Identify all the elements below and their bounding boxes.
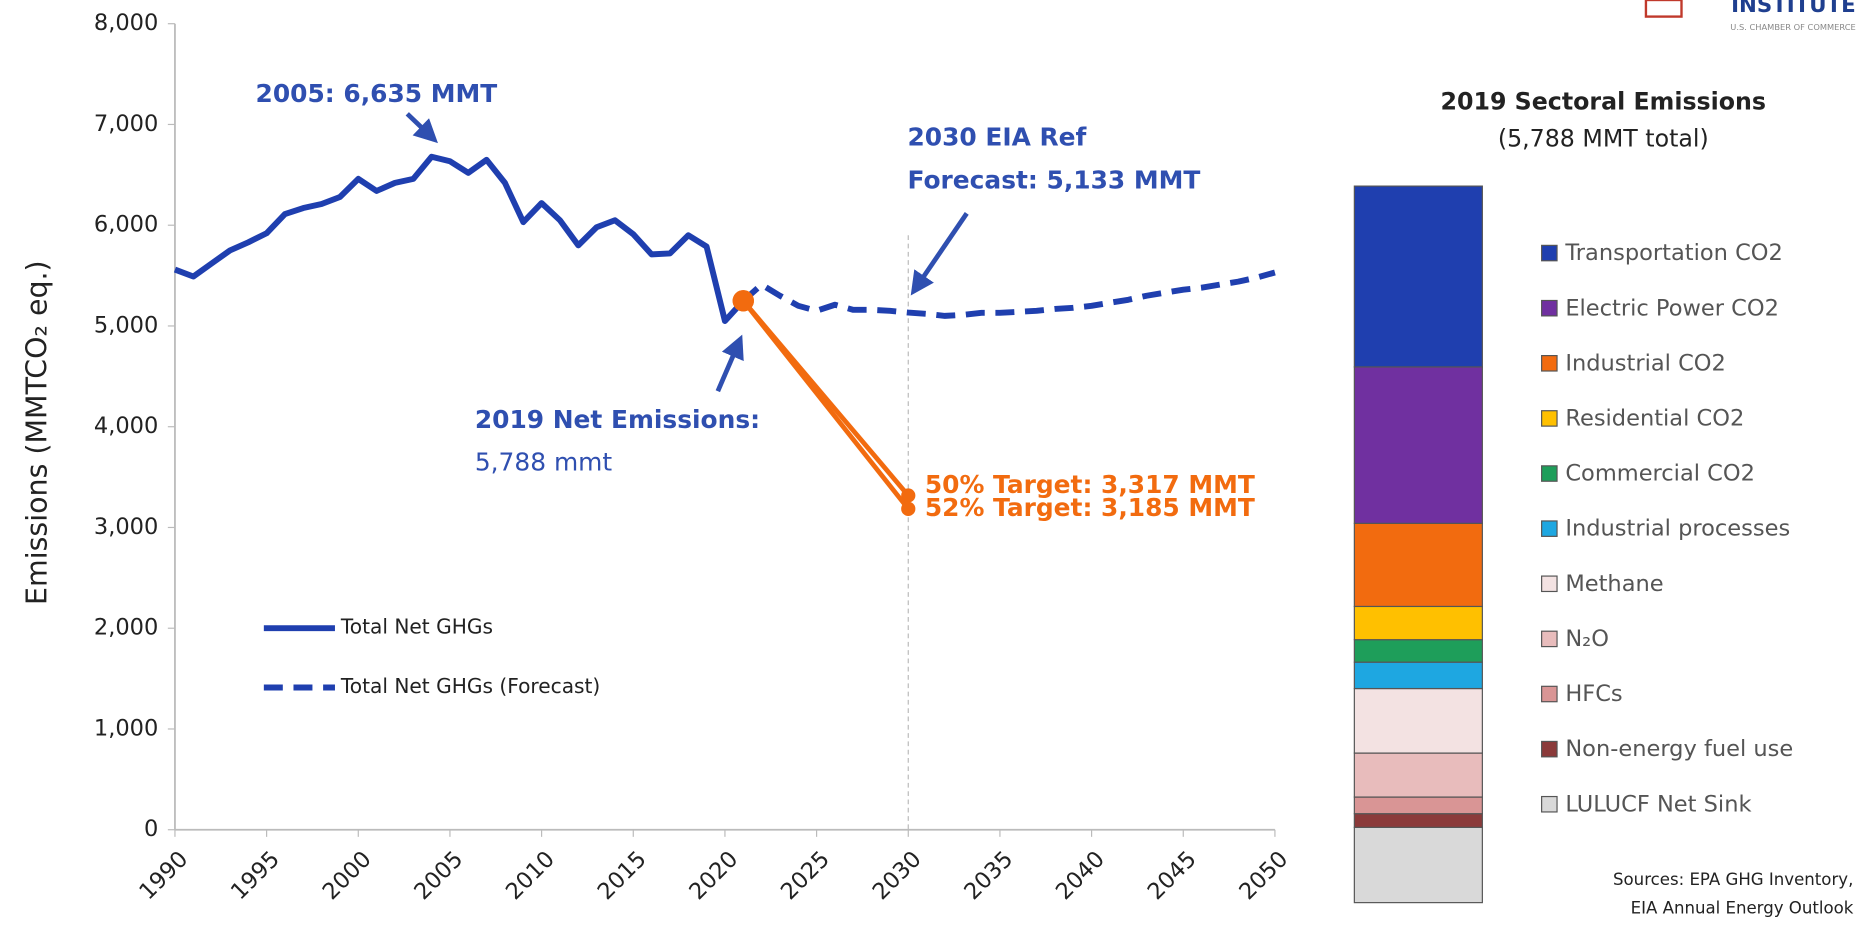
annotation: 5,788 mmt [475, 447, 613, 476]
x-tick-label: 2030 [868, 846, 927, 905]
target-line [741, 299, 911, 511]
line-series [173, 153, 746, 324]
x-tick-label: 1990 [134, 846, 193, 905]
x-tick-label: 2050 [1234, 846, 1293, 905]
legend-swatch [1541, 795, 1558, 813]
y-tick-label: 8,000 [94, 10, 158, 36]
bar-segment [1353, 522, 1483, 608]
bar-subtitle: (5,788 MMT total) [1498, 124, 1709, 152]
y-axis-label: Emissions (MMTCO₂ eq.) [21, 260, 54, 605]
legend-label: LULUCF Net Sink [1565, 791, 1751, 817]
annotation: 2030 EIA Ref [907, 123, 1087, 152]
annotation-arrow [910, 212, 969, 296]
annotation: Forecast: 5,133 MMT [907, 165, 1200, 194]
legend-label: Total Net GHGs (Forecast) [340, 674, 600, 698]
legend-label: Commercial CO2 [1565, 461, 1755, 487]
annotation-arrow [715, 334, 744, 393]
legend-swatch [1541, 685, 1558, 703]
legend-label: Methane [1565, 571, 1663, 597]
legend-label: Industrial CO2 [1565, 350, 1726, 376]
x-tick-label: 2035 [959, 846, 1018, 905]
source: Sources: EPA GHG Inventory, [1613, 870, 1853, 889]
y-tick-label: 5,000 [94, 312, 158, 338]
bar-title: 2019 Sectoral Emissions [1441, 88, 1767, 116]
bar-segment [1353, 185, 1483, 368]
target-point [901, 488, 916, 503]
legend-swatch [1541, 575, 1558, 593]
y-tick-label: 4,000 [94, 413, 158, 439]
target-label: 50% Target: 3,317 MMT [925, 470, 1255, 499]
legend-swatch [1541, 355, 1558, 372]
logo-tagline: U.S. CHAMBER OF COMMERCE [1730, 22, 1855, 32]
bar-segment [1353, 661, 1483, 690]
legend-label: Electric Power CO2 [1565, 295, 1779, 321]
bar-segment [1353, 687, 1483, 754]
y-tick-label: 6,000 [94, 212, 158, 238]
bar-segment [1353, 752, 1483, 798]
x-tick-label: 2005 [409, 846, 468, 905]
bar-segment [1353, 796, 1483, 815]
line-series [741, 269, 1276, 319]
source: EIA Annual Energy Outlook [1631, 899, 1854, 918]
legend-label: Industrial processes [1565, 516, 1790, 542]
legend-label: Non-energy fuel use [1565, 736, 1793, 762]
x-tick-label: 2015 [593, 846, 652, 905]
bar-segment [1353, 639, 1483, 663]
x-tick-label: 2010 [501, 846, 560, 905]
legend-swatch [1541, 520, 1558, 537]
legend-swatch [1541, 299, 1558, 317]
legend-swatch [1541, 244, 1558, 262]
y-tick-label: 3,000 [94, 514, 158, 540]
legend-label: N₂O [1565, 626, 1609, 652]
x-tick-label: 1995 [226, 846, 285, 905]
legend-label: HFCs [1565, 681, 1622, 707]
bar-segment [1353, 826, 1483, 904]
logo-name: INSTITUTE [1731, 0, 1856, 18]
annotation: 2005: 6,635 MMT [256, 79, 498, 108]
legend-label: Total Net GHGs [340, 615, 493, 639]
legend-swatch [1541, 740, 1558, 758]
y-tick-label: 0 [144, 816, 158, 842]
y-tick-label: 1,000 [94, 715, 158, 741]
bar-segment [1353, 813, 1483, 828]
x-tick-label: 2025 [776, 846, 835, 905]
legend-label: Transportation CO2 [1564, 240, 1783, 266]
target-label: 52% Target: 3,185 MMT [925, 493, 1255, 522]
legend-label: Residential CO2 [1565, 406, 1744, 432]
x-tick-label: 2040 [1051, 846, 1110, 905]
y-tick-label: 7,000 [94, 111, 158, 137]
legend-swatch [1541, 630, 1558, 648]
x-tick-label: 2000 [318, 846, 377, 905]
bar-segment [1353, 366, 1483, 524]
annotation-arrow [405, 112, 438, 144]
y-tick-label: 2,000 [94, 615, 158, 641]
x-tick-label: 2045 [1143, 846, 1202, 905]
target-point [732, 290, 754, 312]
bar-segment [1353, 605, 1483, 641]
legend-swatch [1541, 465, 1558, 482]
annotation: 2019 Net Emissions: [475, 405, 760, 434]
target-point [901, 501, 916, 516]
logo-mark [1644, 0, 1683, 18]
legend-swatch [1541, 410, 1558, 427]
x-tick-label: 2020 [684, 846, 743, 905]
